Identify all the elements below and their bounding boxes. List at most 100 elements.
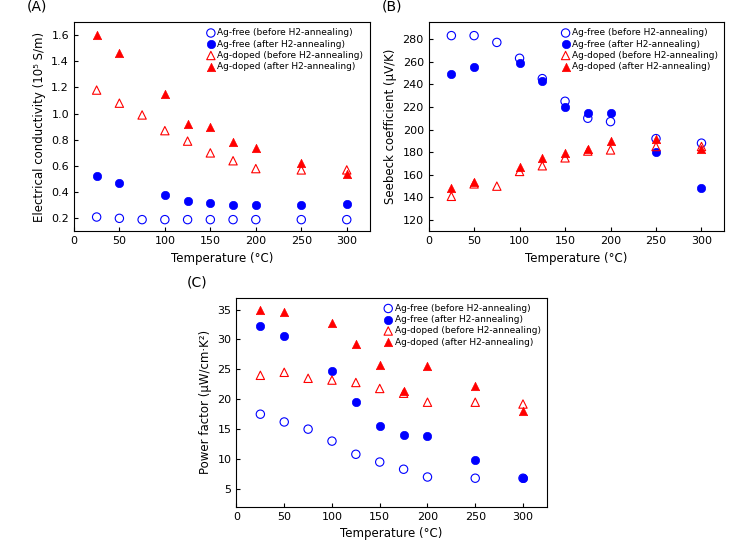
Ag-free (after H2-annealing): [296, 201, 307, 209]
Ag-free (before H2-annealing): [296, 215, 307, 224]
Ag-free (before H2-annealing): [341, 215, 353, 224]
Ag-free (after H2-annealing): [182, 197, 194, 206]
Text: (B): (B): [381, 0, 402, 14]
Ag-doped (after H2-annealing): [250, 143, 262, 152]
Ag-free (before H2-annealing): [514, 54, 525, 63]
Y-axis label: Power factor (μW/cm·K²): Power factor (μW/cm·K²): [199, 330, 212, 474]
Ag-free (after H2-annealing): [326, 366, 338, 375]
Ag-doped (before H2-annealing): [341, 165, 353, 174]
Ag-doped (before H2-annealing): [254, 371, 266, 380]
Ag-free (before H2-annealing): [695, 139, 707, 148]
Ag-doped (after H2-annealing): [469, 177, 480, 186]
Ag-doped (before H2-annealing): [302, 374, 314, 383]
Ag-free (before H2-annealing): [326, 437, 338, 446]
Ag-free (before H2-annealing): [469, 31, 480, 40]
Ag-free (before H2-annealing): [469, 474, 481, 483]
Ag-free (after H2-annealing): [469, 456, 481, 464]
X-axis label: Temperature (°C): Temperature (°C): [171, 252, 273, 265]
Ag-free (after H2-annealing): [559, 102, 571, 111]
X-axis label: Temperature (°C): Temperature (°C): [341, 527, 443, 541]
Ag-doped (after H2-annealing): [398, 387, 409, 396]
Ag-doped (before H2-annealing): [537, 161, 548, 170]
Ag-doped (after H2-annealing): [559, 149, 571, 158]
X-axis label: Temperature (°C): Temperature (°C): [525, 252, 627, 265]
Ag-free (before H2-annealing): [650, 134, 662, 143]
Ag-free (before H2-annealing): [559, 97, 571, 106]
Ag-doped (after H2-annealing): [605, 137, 616, 145]
Ag-doped (before H2-annealing): [605, 145, 616, 154]
Ag-doped (before H2-annealing): [296, 165, 307, 174]
Ag-free (before H2-annealing): [582, 114, 593, 123]
Ag-free (before H2-annealing): [302, 425, 314, 434]
Text: (C): (C): [187, 275, 208, 289]
Ag-free (before H2-annealing): [114, 214, 126, 223]
Ag-doped (before H2-annealing): [514, 167, 525, 176]
Ag-doped (before H2-annealing): [91, 85, 103, 95]
Ag-doped (after H2-annealing): [537, 153, 548, 162]
Y-axis label: Seebeck coefficient (μV/K): Seebeck coefficient (μV/K): [384, 49, 397, 204]
Ag-free (before H2-annealing): [279, 418, 290, 426]
Ag-free (after H2-annealing): [350, 398, 362, 407]
Ag-free (before H2-annealing): [421, 473, 433, 482]
Ag-doped (after H2-annealing): [469, 382, 481, 391]
Ag-doped (before H2-annealing): [695, 142, 707, 151]
Ag-doped (before H2-annealing): [114, 99, 126, 107]
Ag-free (after H2-annealing): [605, 108, 616, 117]
Ag-free (before H2-annealing): [91, 213, 103, 222]
Ag-doped (before H2-annealing): [205, 148, 217, 158]
Ag-free (before H2-annealing): [254, 410, 266, 419]
Ag-doped (before H2-annealing): [559, 153, 571, 162]
Ag-free (after H2-annealing): [254, 322, 266, 331]
Ag-free (before H2-annealing): [159, 215, 171, 224]
Ag-free (after H2-annealing): [398, 431, 409, 440]
Ag-doped (before H2-annealing): [517, 399, 529, 408]
Ag-free (after H2-annealing): [205, 198, 217, 207]
Ag-doped (after H2-annealing): [254, 305, 266, 314]
Ag-doped (after H2-annealing): [91, 31, 103, 40]
Ag-free (before H2-annealing): [350, 450, 362, 458]
Ag-free (before H2-annealing): [374, 458, 386, 467]
Ag-doped (before H2-annealing): [159, 126, 171, 135]
Ag-doped (after H2-annealing): [279, 308, 290, 317]
Ag-doped (before H2-annealing): [350, 378, 362, 387]
Ag-free (after H2-annealing): [341, 199, 353, 208]
Ag-doped (before H2-annealing): [136, 111, 148, 120]
Ag-doped (before H2-annealing): [374, 384, 386, 393]
Ag-free (before H2-annealing): [136, 215, 148, 224]
Ag-free (after H2-annealing): [514, 58, 525, 67]
Ag-doped (before H2-annealing): [469, 398, 481, 407]
Ag-free (after H2-annealing): [114, 179, 126, 187]
Text: (A): (A): [27, 0, 47, 14]
Ag-doped (before H2-annealing): [182, 137, 194, 145]
Ag-doped (after H2-annealing): [326, 318, 338, 327]
Ag-doped (after H2-annealing): [374, 360, 386, 369]
Ag-free (after H2-annealing): [582, 108, 593, 117]
Ag-free (before H2-annealing): [205, 215, 217, 224]
Ag-doped (before H2-annealing): [491, 182, 503, 191]
Ag-free (before H2-annealing): [605, 117, 616, 126]
Ag-doped (before H2-annealing): [582, 147, 593, 155]
Ag-free (after H2-annealing): [279, 332, 290, 341]
Ag-free (after H2-annealing): [227, 201, 239, 209]
Ag-free (after H2-annealing): [695, 184, 707, 193]
Ag-free (before H2-annealing): [182, 215, 194, 224]
Ag-free (before H2-annealing): [446, 31, 457, 40]
Ag-doped (before H2-annealing): [250, 164, 262, 173]
Ag-free (after H2-annealing): [537, 77, 548, 85]
Ag-doped (before H2-annealing): [398, 389, 409, 398]
Ag-doped (after H2-annealing): [341, 170, 353, 179]
Legend: Ag-free (before H2-annealing), Ag-free (after H2-annealing), Ag-doped (before H2: Ag-free (before H2-annealing), Ag-free (…: [382, 302, 542, 348]
Ag-free (after H2-annealing): [446, 69, 457, 78]
Ag-free (before H2-annealing): [491, 38, 503, 47]
Ag-free (after H2-annealing): [250, 201, 262, 209]
Ag-doped (before H2-annealing): [469, 180, 480, 188]
Ag-doped (after H2-annealing): [182, 120, 194, 128]
Ag-doped (before H2-annealing): [279, 368, 290, 377]
Ag-free (before H2-annealing): [537, 74, 548, 83]
Ag-doped (after H2-annealing): [296, 159, 307, 168]
Legend: Ag-free (before H2-annealing), Ag-free (after H2-annealing), Ag-doped (before H2: Ag-free (before H2-annealing), Ag-free (…: [559, 26, 720, 73]
Ag-doped (after H2-annealing): [421, 362, 433, 371]
Ag-doped (after H2-annealing): [650, 134, 662, 143]
Y-axis label: Electrical conductivity (10⁵ S/m): Electrical conductivity (10⁵ S/m): [33, 31, 46, 222]
Ag-free (after H2-annealing): [374, 422, 386, 430]
